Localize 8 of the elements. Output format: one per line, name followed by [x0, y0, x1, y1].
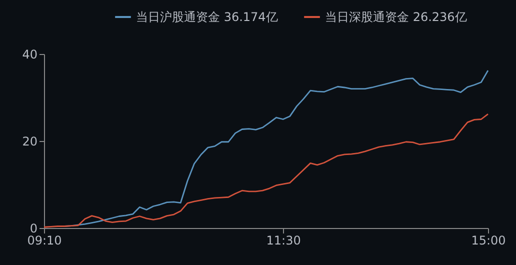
- y-tick-label: 20: [22, 134, 38, 148]
- x-tick-label: 15:00: [471, 234, 506, 248]
- legend-label: 当日沪股通资金 36.174亿: [136, 10, 278, 24]
- x-tick-label: 09:10: [27, 234, 62, 248]
- x-tick-label: 11:30: [266, 234, 301, 248]
- y-tick-label: 40: [22, 48, 38, 62]
- y-tick-label: 0: [30, 222, 38, 236]
- legend-label: 当日深股通资金 26.236亿: [325, 10, 467, 24]
